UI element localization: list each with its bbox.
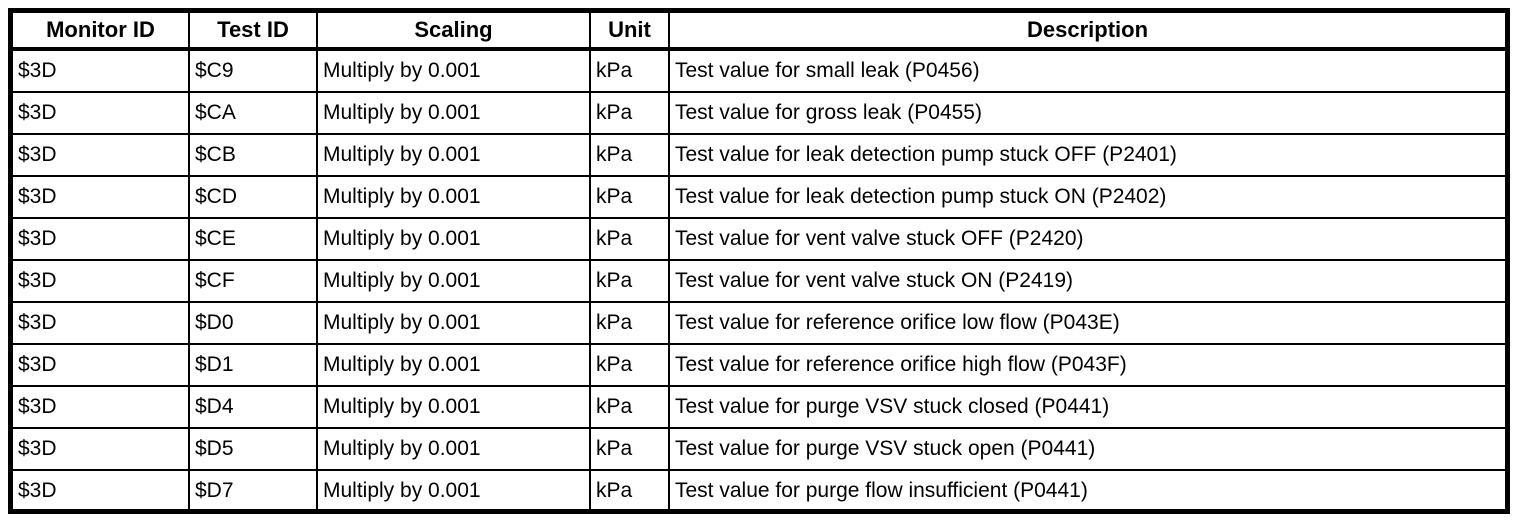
cell-scaling: Multiply by 0.001 bbox=[316, 469, 591, 511]
cell-description: Test value for purge VSV stuck closed (P… bbox=[668, 385, 1505, 429]
cell-monitor-id: $3D bbox=[13, 259, 190, 303]
cell-description: Test value for vent valve stuck OFF (P24… bbox=[668, 217, 1505, 261]
cell-test-id: $CE bbox=[188, 217, 318, 261]
cell-unit: kPa bbox=[589, 343, 670, 387]
cell-scaling: Multiply by 0.001 bbox=[316, 175, 591, 219]
cell-scaling: Multiply by 0.001 bbox=[316, 217, 591, 261]
column-header-monitor-id: Monitor ID bbox=[13, 13, 190, 51]
cell-scaling: Multiply by 0.001 bbox=[316, 343, 591, 387]
cell-unit: kPa bbox=[589, 133, 670, 177]
cell-scaling: Multiply by 0.001 bbox=[316, 259, 591, 303]
cell-test-id: $D1 bbox=[188, 343, 318, 387]
cell-unit: kPa bbox=[589, 217, 670, 261]
cell-unit: kPa bbox=[589, 91, 670, 135]
cell-monitor-id: $3D bbox=[13, 175, 190, 219]
cell-monitor-id: $3D bbox=[13, 91, 190, 135]
cell-monitor-id: $3D bbox=[13, 385, 190, 429]
cell-scaling: Multiply by 0.001 bbox=[316, 301, 591, 345]
cell-description: Test value for leak detection pump stuck… bbox=[668, 133, 1505, 177]
cell-monitor-id: $3D bbox=[13, 217, 190, 261]
cell-scaling: Multiply by 0.001 bbox=[316, 91, 591, 135]
column-header-unit: Unit bbox=[589, 13, 670, 51]
cell-scaling: Multiply by 0.001 bbox=[316, 385, 591, 429]
cell-monitor-id: $3D bbox=[13, 343, 190, 387]
cell-unit: kPa bbox=[589, 469, 670, 511]
cell-test-id: $D4 bbox=[188, 385, 318, 429]
cell-monitor-id: $3D bbox=[13, 48, 190, 93]
cell-test-id: $D5 bbox=[188, 427, 318, 471]
cell-description: Test value for purge flow insufficient (… bbox=[668, 469, 1505, 511]
table-row: $3D $CE Multiply by 0.001 kPa Test value for… bbox=[13, 217, 1505, 261]
table-row: $3D $CD Multiply by 0.001 kPa Test value for… bbox=[13, 175, 1505, 219]
cell-description: Test value for vent valve stuck ON (P241… bbox=[668, 259, 1505, 303]
column-header-test-id: Test ID bbox=[188, 13, 318, 51]
table-row: $3D $D5 Multiply by 0.001 kPa Test value for… bbox=[13, 427, 1505, 471]
table-body: $3D $C9 Multiply by 0.001 kPa Test value for… bbox=[13, 48, 1505, 511]
column-header-scaling: Scaling bbox=[316, 13, 591, 51]
monitor-test-table-frame: Monitor ID Test ID Scaling Unit Descript… bbox=[8, 8, 1510, 514]
cell-description: Test value for reference orifice low flo… bbox=[668, 301, 1505, 345]
table-row: $3D $CF Multiply by 0.001 kPa Test value for… bbox=[13, 259, 1505, 303]
cell-test-id: $CD bbox=[188, 175, 318, 219]
table-row: $3D $C9 Multiply by 0.001 kPa Test value for… bbox=[13, 48, 1505, 93]
cell-monitor-id: $3D bbox=[13, 301, 190, 345]
cell-unit: kPa bbox=[589, 175, 670, 219]
header-row: Monitor ID Test ID Scaling Unit Descript… bbox=[13, 13, 1505, 51]
cell-test-id: $CB bbox=[188, 133, 318, 177]
monitor-test-table: Monitor ID Test ID Scaling Unit Descript… bbox=[13, 13, 1505, 511]
cell-monitor-id: $3D bbox=[13, 469, 190, 511]
cell-scaling: Multiply by 0.001 bbox=[316, 48, 591, 93]
table-row: $3D $D4 Multiply by 0.001 kPa Test value for… bbox=[13, 385, 1505, 429]
cell-scaling: Multiply by 0.001 bbox=[316, 427, 591, 471]
cell-monitor-id: $3D bbox=[13, 133, 190, 177]
cell-description: Test value for leak detection pump stuck… bbox=[668, 175, 1505, 219]
table-row: $3D $D0 Multiply by 0.001 kPa Test value for… bbox=[13, 301, 1505, 345]
cell-test-id: $CF bbox=[188, 259, 318, 303]
cell-test-id: $C9 bbox=[188, 48, 318, 93]
table-row: $3D $CB Multiply by 0.001 kPa Test value for… bbox=[13, 133, 1505, 177]
column-header-description: Description bbox=[668, 13, 1505, 51]
cell-test-id: $D0 bbox=[188, 301, 318, 345]
cell-description: Test value for reference orifice high fl… bbox=[668, 343, 1505, 387]
table-row: $3D $CA Multiply by 0.001 kPa Test value for… bbox=[13, 91, 1505, 135]
table-row: $3D $D1 Multiply by 0.001 kPa Test value for… bbox=[13, 343, 1505, 387]
cell-test-id: $D7 bbox=[188, 469, 318, 511]
cell-description: Test value for purge VSV stuck open (P04… bbox=[668, 427, 1505, 471]
cell-unit: kPa bbox=[589, 385, 670, 429]
cell-unit: kPa bbox=[589, 427, 670, 471]
cell-description: Test value for small leak (P0456) bbox=[668, 48, 1505, 93]
cell-unit: kPa bbox=[589, 259, 670, 303]
cell-unit: kPa bbox=[589, 301, 670, 345]
cell-description: Test value for gross leak (P0455) bbox=[668, 91, 1505, 135]
table-row: $3D $D7 Multiply by 0.001 kPa Test value for… bbox=[13, 469, 1505, 511]
cell-monitor-id: $3D bbox=[13, 427, 190, 471]
cell-unit: kPa bbox=[589, 48, 670, 93]
cell-test-id: $CA bbox=[188, 91, 318, 135]
cell-scaling: Multiply by 0.001 bbox=[316, 133, 591, 177]
